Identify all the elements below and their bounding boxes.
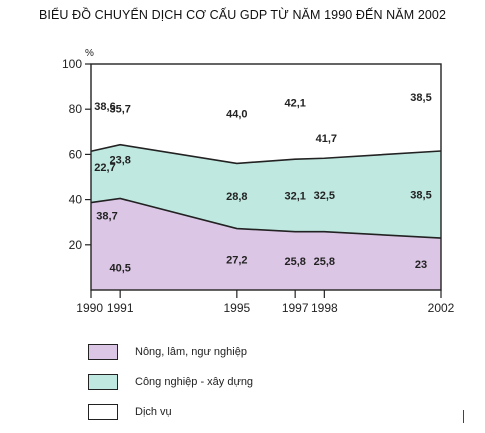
data-label-agriculture-1995: 27,2 — [226, 254, 247, 266]
y-tick-label-80: 80 — [69, 102, 83, 116]
y-unit-label: % — [85, 48, 94, 59]
legend-label-services: Dịch vụ — [135, 406, 172, 418]
data-label-services-1998: 41,7 — [316, 133, 337, 145]
legend-swatch-services — [88, 404, 118, 420]
chart-title: BIỂU ĐỒ CHUYỂN DỊCH CƠ CẤU GDP TỪ NĂM 19… — [38, 8, 447, 22]
data-label-agriculture-1991: 40,5 — [109, 262, 130, 274]
legend-item-services: Dịch vụ — [88, 403, 253, 421]
y-tick-label-60: 60 — [69, 147, 83, 161]
x-tick-label-1997: 1997 — [282, 301, 309, 315]
boundary-line-industry — [90, 143, 442, 165]
legend-label-agriculture: Nông, lâm, ngư nghiệp — [135, 346, 247, 358]
legend-label-industry: Công nghiệp - xây dựng — [135, 376, 254, 388]
legend-swatch-industry — [88, 374, 118, 390]
x-tick-label-2002: 2002 — [428, 301, 455, 315]
data-label-services-1990: 38,6 — [94, 101, 115, 113]
data-label-agriculture-1998: 25,8 — [314, 256, 335, 268]
legend-item-agriculture: Nông, lâm, ngư nghiệp — [88, 343, 253, 361]
data-label-industry-1990: 22,7 — [94, 162, 115, 174]
area-industry — [91, 144, 441, 239]
chart-area: 20 40 60 80 100% 1990 1991 1995 1997 1998 2002 38,7… — [62, 48, 455, 315]
area-agriculture — [91, 198, 441, 290]
text-cursor-mark — [463, 410, 464, 423]
y-tick-label-40: 40 — [69, 193, 83, 207]
plot-frame — [90, 63, 442, 291]
boundary-line-agriculture — [90, 197, 442, 239]
y-tick-label-20: 20 — [69, 238, 83, 252]
data-label-services-1995: 44,0 — [226, 109, 247, 121]
data-label-agriculture-2002: 23 — [415, 259, 427, 271]
data-label-services-1991: 35,7 — [109, 104, 130, 116]
data-label-industry-1997: 32,1 — [284, 190, 305, 202]
data-label-agriculture-1997: 25,8 — [284, 256, 305, 268]
y-tick-label-100: 100 — [62, 57, 82, 71]
data-label-industry-1998: 32,5 — [314, 190, 335, 202]
data-label-services-1997: 42,1 — [284, 98, 305, 110]
x-tick-label-1995: 1995 — [223, 301, 250, 315]
x-tick-label-1991: 1991 — [107, 301, 134, 315]
x-tick-label-1990: 1990 — [76, 301, 103, 315]
data-label-industry-2002: 38,5 — [410, 190, 431, 202]
data-label-services-2002: 38,5 — [410, 92, 431, 104]
x-tick-label-1998: 1998 — [311, 301, 338, 315]
data-label-industry-1991: 23,8 — [109, 155, 130, 167]
legend-swatch-agriculture — [88, 344, 118, 360]
legend: Nông, lâm, ngư nghiệp Công nghiệp - xây … — [88, 343, 253, 433]
data-label-industry-1995: 28,8 — [226, 191, 247, 203]
data-label-agriculture-1990: 38,7 — [96, 211, 117, 223]
legend-item-industry: Công nghiệp - xây dựng — [88, 373, 253, 391]
